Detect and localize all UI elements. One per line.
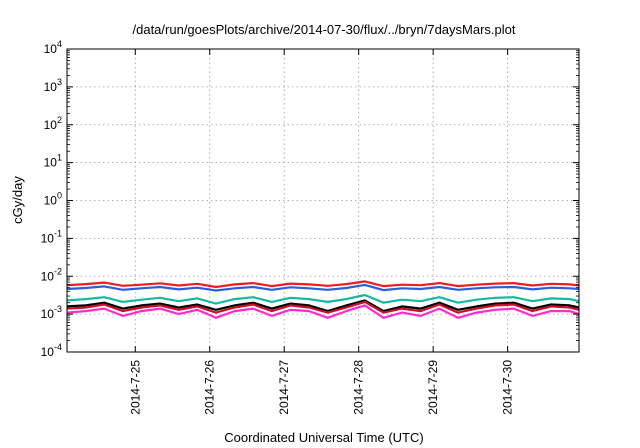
- chart-title: /data/run/goesPlots/archive/2014-07-30/f…: [133, 22, 516, 37]
- y-tick-base: 10: [41, 307, 55, 321]
- x-tick-label: 2014-7-28: [352, 360, 366, 415]
- y-tick-exponent: -4: [54, 342, 62, 352]
- y-tick-base: 10: [41, 345, 55, 359]
- y-axis-label: cGy/day: [10, 176, 25, 224]
- y-tick-exponent: 3: [57, 77, 62, 87]
- tick-marks: [67, 48, 579, 353]
- x-tick-label: 2014-7-27: [277, 360, 291, 415]
- y-tick-exponent: 4: [57, 39, 62, 49]
- x-axis-label: Coordinated Universal Time (UTC): [224, 430, 423, 445]
- y-tick-exponent: -1: [54, 228, 62, 238]
- y-tick-label: 103: [44, 77, 62, 94]
- y-tick-label: 10-1: [41, 228, 62, 245]
- y-tick-exponent: 1: [57, 153, 62, 163]
- y-tick-label: 10-4: [41, 342, 62, 359]
- y-tick-base: 10: [44, 80, 58, 94]
- series-line-5: [66, 300, 580, 314]
- y-tick-base: 10: [41, 231, 55, 245]
- y-tick-label: 102: [44, 115, 62, 132]
- x-tick-labels: 2014-7-25 2014-7-26 2014-7-27 2014-7-28 2014…: [128, 360, 514, 415]
- y-tick-label: 10-3: [41, 304, 62, 321]
- series-line-3: [66, 293, 580, 305]
- y-tick-exponent: -3: [54, 304, 62, 314]
- series-line-2: [66, 283, 580, 292]
- y-tick-exponent: 2: [57, 115, 62, 125]
- x-tick-label: 2014-7-25: [128, 360, 142, 415]
- series-line-1: [66, 280, 580, 289]
- y-tick-base: 10: [44, 194, 58, 208]
- y-tick-exponent: 0: [57, 191, 62, 201]
- y-tick-label: 104: [44, 39, 62, 56]
- series-line-6: [66, 304, 580, 319]
- x-tick-label: 2014-7-26: [203, 360, 217, 415]
- y-tick-base: 10: [44, 118, 58, 132]
- y-tick-exponent: -2: [54, 266, 62, 276]
- y-tick-base: 10: [41, 269, 55, 283]
- y-tick-base: 10: [44, 42, 58, 56]
- y-tick-label: 10-2: [41, 266, 62, 283]
- series-line-4: [66, 299, 580, 313]
- y-tick-label: 101: [44, 153, 62, 170]
- series-layer: [66, 280, 580, 319]
- x-tick-label: 2014-7-29: [426, 360, 440, 415]
- x-tick-label: 2014-7-30: [501, 360, 515, 415]
- y-tick-label: 100: [44, 191, 62, 208]
- y-tick-base: 10: [44, 156, 58, 170]
